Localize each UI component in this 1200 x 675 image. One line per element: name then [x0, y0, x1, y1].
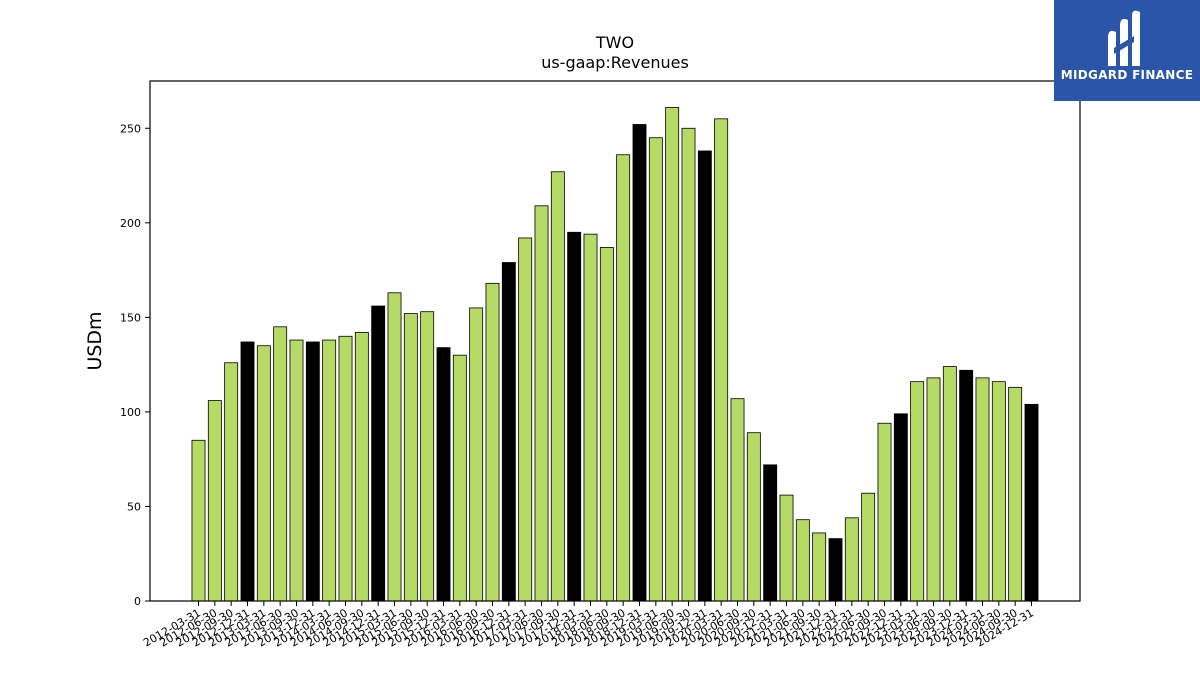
- bar-2023-06-30: [926, 377, 941, 602]
- midgard-logo-icon: [1108, 10, 1140, 67]
- bar-2024-12-31: [1024, 403, 1039, 602]
- chart-subtitle: us-gaap:Revenues: [541, 53, 689, 72]
- bar-2014-03-31: [322, 339, 337, 602]
- bar-2017-09-30: [550, 171, 565, 602]
- bar-2015-06-30: [403, 313, 418, 602]
- bar-2013-09-30: [289, 339, 304, 602]
- logo-text: MIDGARD FINANCE: [1060, 68, 1194, 82]
- bar-2018-12-31: [632, 124, 647, 602]
- y-tick-label: 100: [120, 406, 141, 419]
- bar-2024-03-31: [975, 377, 990, 602]
- bar-2022-03-31: [844, 517, 859, 602]
- y-axis-label: USDm: [84, 311, 106, 370]
- bar-2014-12-31: [371, 305, 386, 602]
- bar-2012-09-30: [224, 362, 239, 602]
- bar-2022-12-31: [893, 413, 908, 602]
- bar-2024-06-30: [991, 381, 1006, 602]
- bar-2017-12-31: [567, 231, 582, 602]
- bar-2019-09-30: [681, 127, 696, 602]
- bar-2017-06-30: [534, 205, 549, 602]
- bar-2024-09-30: [1008, 386, 1023, 602]
- bar-2019-12-31: [697, 150, 712, 602]
- bar-2014-09-30: [354, 332, 369, 602]
- plot-frame: [149, 80, 1081, 602]
- y-axis: 0 50 100 150 200 250: [120, 122, 150, 608]
- bar-2016-12-31: [501, 262, 516, 602]
- bar-2023-12-31: [959, 369, 974, 602]
- bar-2022-06-30: [861, 492, 876, 602]
- bar-2020-06-30: [730, 398, 745, 602]
- chart-title: TWO: [595, 33, 634, 52]
- bar-2021-03-31: [779, 494, 794, 602]
- bar-2018-06-30: [599, 246, 614, 602]
- bar-2012-06-30: [207, 400, 222, 602]
- midgard-finance-logo: MIDGARD FINANCE: [1054, 0, 1200, 101]
- bar-2014-06-30: [338, 335, 353, 602]
- y-tick-label: 200: [120, 217, 141, 230]
- bar-2023-09-30: [942, 366, 957, 602]
- bar-2013-06-30: [273, 326, 288, 602]
- y-tick-label: 0: [134, 595, 141, 608]
- y-tick-label: 150: [120, 311, 141, 324]
- y-tick-label: 50: [127, 500, 141, 513]
- bar-2012-12-31: [240, 341, 255, 602]
- y-tick-label: 250: [120, 122, 141, 135]
- bar-2019-06-30: [665, 107, 680, 602]
- bar-2016-09-30: [485, 282, 500, 602]
- bar-2016-06-30: [469, 307, 484, 602]
- bar-2013-03-31: [256, 345, 271, 602]
- bar-2021-12-31: [828, 538, 843, 602]
- bar-2017-03-31: [518, 237, 533, 602]
- bar-2021-06-30: [795, 519, 810, 602]
- bar-2018-03-31: [583, 233, 598, 602]
- bars-group: [191, 107, 1039, 602]
- bar-2020-03-31: [714, 118, 729, 602]
- x-axis: 2012-03-312012-06-302012-09-302012-12-31…: [141, 601, 1036, 650]
- bar-2020-12-31: [763, 464, 778, 602]
- bar-2018-09-30: [616, 154, 631, 602]
- bar-2012-03-31: [191, 439, 206, 602]
- bar-2019-03-31: [648, 137, 663, 602]
- bar-2021-09-30: [812, 532, 827, 602]
- bar-2016-03-31: [452, 354, 467, 602]
- bar-2015-12-31: [436, 347, 451, 602]
- bar-2022-09-30: [877, 422, 892, 602]
- bar-2023-03-31: [910, 381, 925, 602]
- bar-2015-03-31: [387, 292, 402, 602]
- bar-2013-12-31: [305, 341, 320, 602]
- bar-2020-09-30: [746, 432, 761, 602]
- bar-2015-09-30: [420, 311, 435, 602]
